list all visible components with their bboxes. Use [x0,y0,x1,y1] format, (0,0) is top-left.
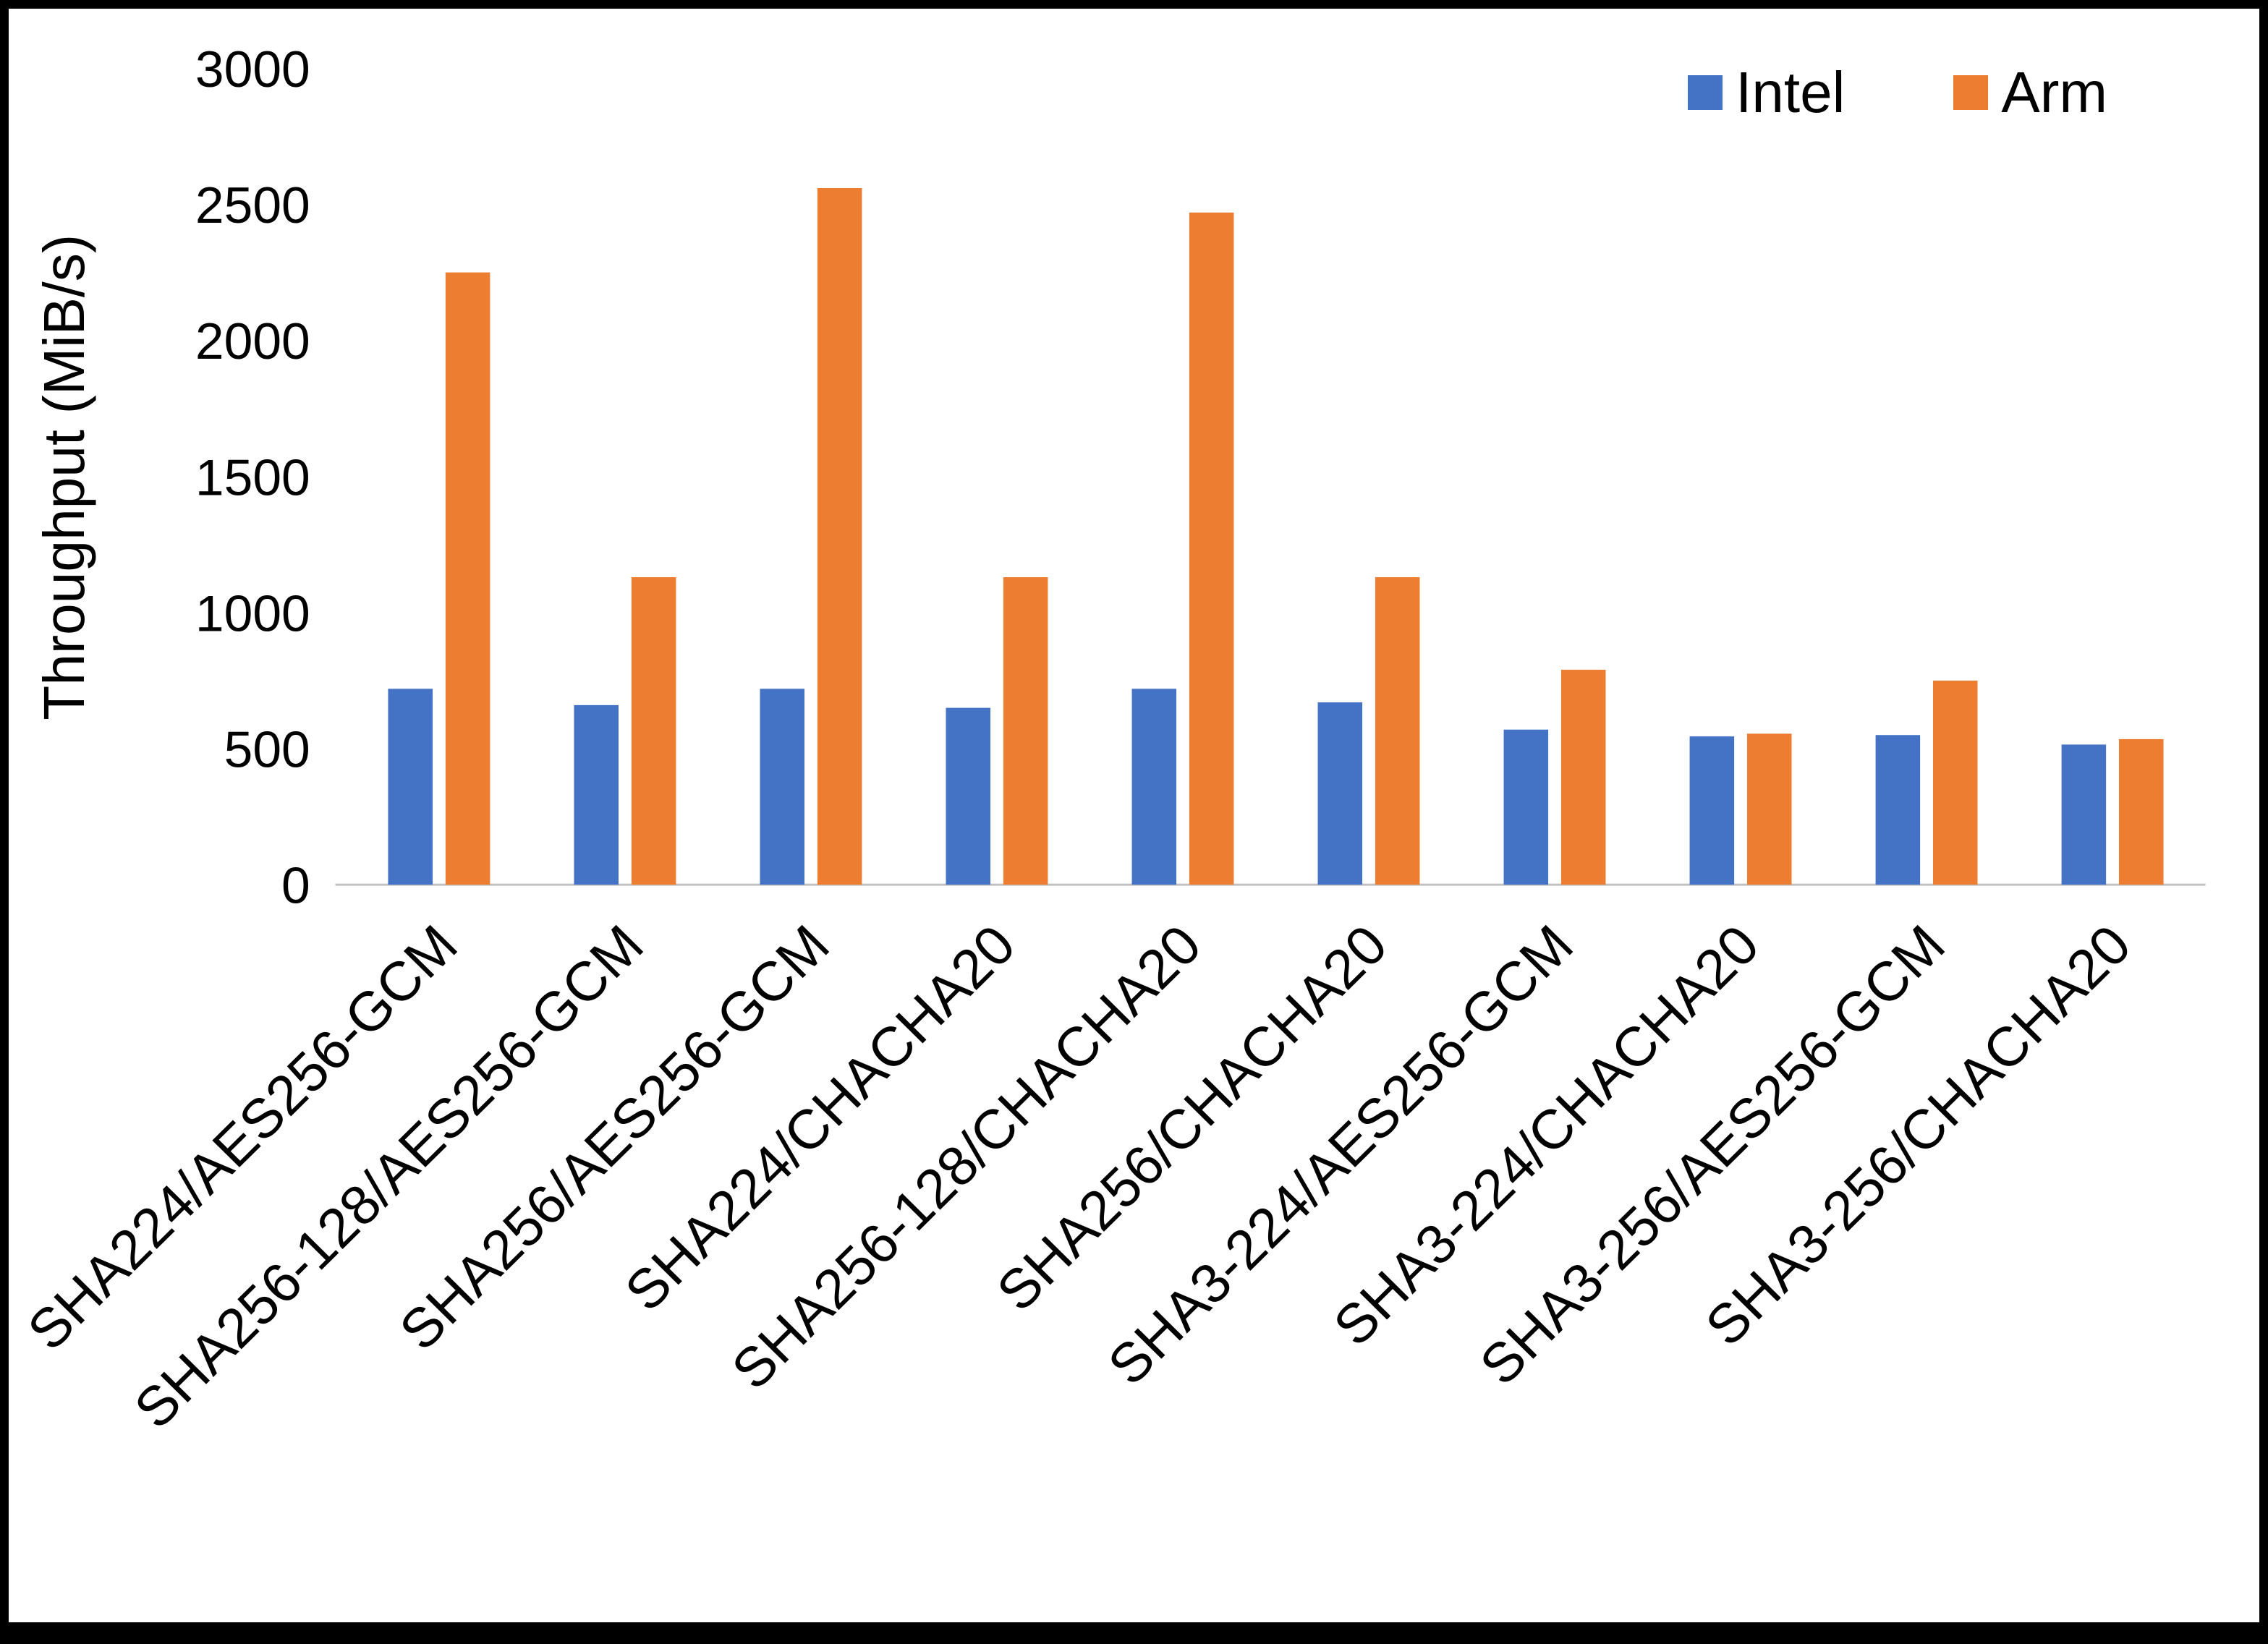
legend: Intel Arm [1688,59,2107,126]
bar-arm-3 [1003,577,1048,885]
legend-swatch-intel [1688,75,1723,110]
legend-label-intel: Intel [1736,60,1846,124]
plot-area: 050010001500200025003000SHA224/AES256-GC… [16,41,2206,1440]
bar-intel-6 [1503,729,1549,885]
y-tick-label: 500 [224,722,310,779]
bar-arm-2 [817,187,862,885]
bar-arm-0 [445,272,490,885]
y-tick-label: 3000 [195,41,310,98]
bar-arm-8 [1932,681,1978,885]
bar-chart: Throughput (MiB/s) 0 500 1000 1500 2000 2500 3… [16,41,2206,1440]
bar-arm-5 [1375,577,1420,885]
bar-arm-1 [631,577,676,885]
y-tick-label: 0 [281,858,310,915]
bar-arm-9 [2118,738,2164,885]
bar-intel-2 [760,689,805,885]
bar-intel-0 [388,689,433,885]
legend-item-intel: Intel [1688,59,1845,126]
legend-swatch-arm [1953,75,1989,110]
legend-item-arm: Arm [1953,59,2107,126]
bar-intel-7 [1689,736,1735,885]
y-tick-label: 1000 [195,586,310,643]
y-tick-label: 2500 [195,177,310,234]
bar-intel-9 [2061,744,2107,885]
bar-arm-6 [1560,669,1606,885]
y-axis-label: Throughput (MiB/s) [33,234,96,720]
y-tick-label: 2000 [195,314,310,371]
bar-intel-4 [1131,689,1177,885]
legend-label-arm: Arm [2001,60,2107,124]
bar-arm-4 [1189,212,1234,885]
y-tick-label: 1500 [195,450,310,507]
bar-intel-3 [946,707,991,885]
bar-intel-5 [1317,702,1363,885]
bar-intel-1 [574,704,619,885]
bar-intel-8 [1875,735,1921,885]
bar-arm-7 [1746,733,1792,885]
